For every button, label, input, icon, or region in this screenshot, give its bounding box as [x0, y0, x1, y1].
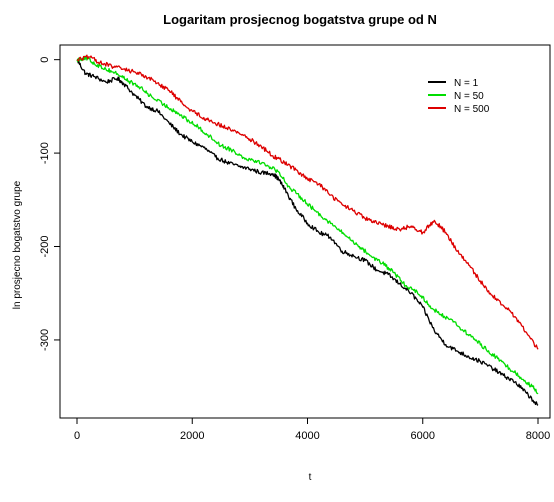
x-axis: 0 2000 4000 6000 8000 [74, 418, 550, 442]
x-tick-label: 4000 [295, 430, 319, 442]
chart-title: Logaritam prosjecnog bogatstva grupe od … [163, 12, 437, 27]
x-axis-label: t [309, 472, 312, 483]
y-axis-label: ln prosjecno bogatstvo grupe [12, 180, 23, 309]
y-tick-label: -300 [39, 329, 51, 351]
chart-legend: N = 1 N = 50 N = 500 [428, 78, 490, 115]
series-line [76, 54, 539, 350]
y-tick-label: 0 [39, 57, 51, 63]
x-tick-label: 2000 [180, 430, 204, 442]
series-line [76, 59, 539, 406]
y-axis: 0 -100 -200 -300 [39, 57, 60, 351]
series-line [76, 55, 539, 395]
y-tick-label: -100 [39, 142, 51, 164]
legend-label: N = 50 [454, 91, 484, 102]
y-tick-label: -200 [39, 235, 51, 257]
legend-label: N = 1 [454, 78, 479, 89]
plot-frame [59, 44, 551, 419]
x-tick-label: 0 [74, 430, 80, 442]
series-layer [76, 54, 539, 406]
x-tick-label: 6000 [411, 430, 435, 442]
x-tick-label: 8000 [526, 430, 550, 442]
legend-label: N = 500 [454, 104, 490, 115]
